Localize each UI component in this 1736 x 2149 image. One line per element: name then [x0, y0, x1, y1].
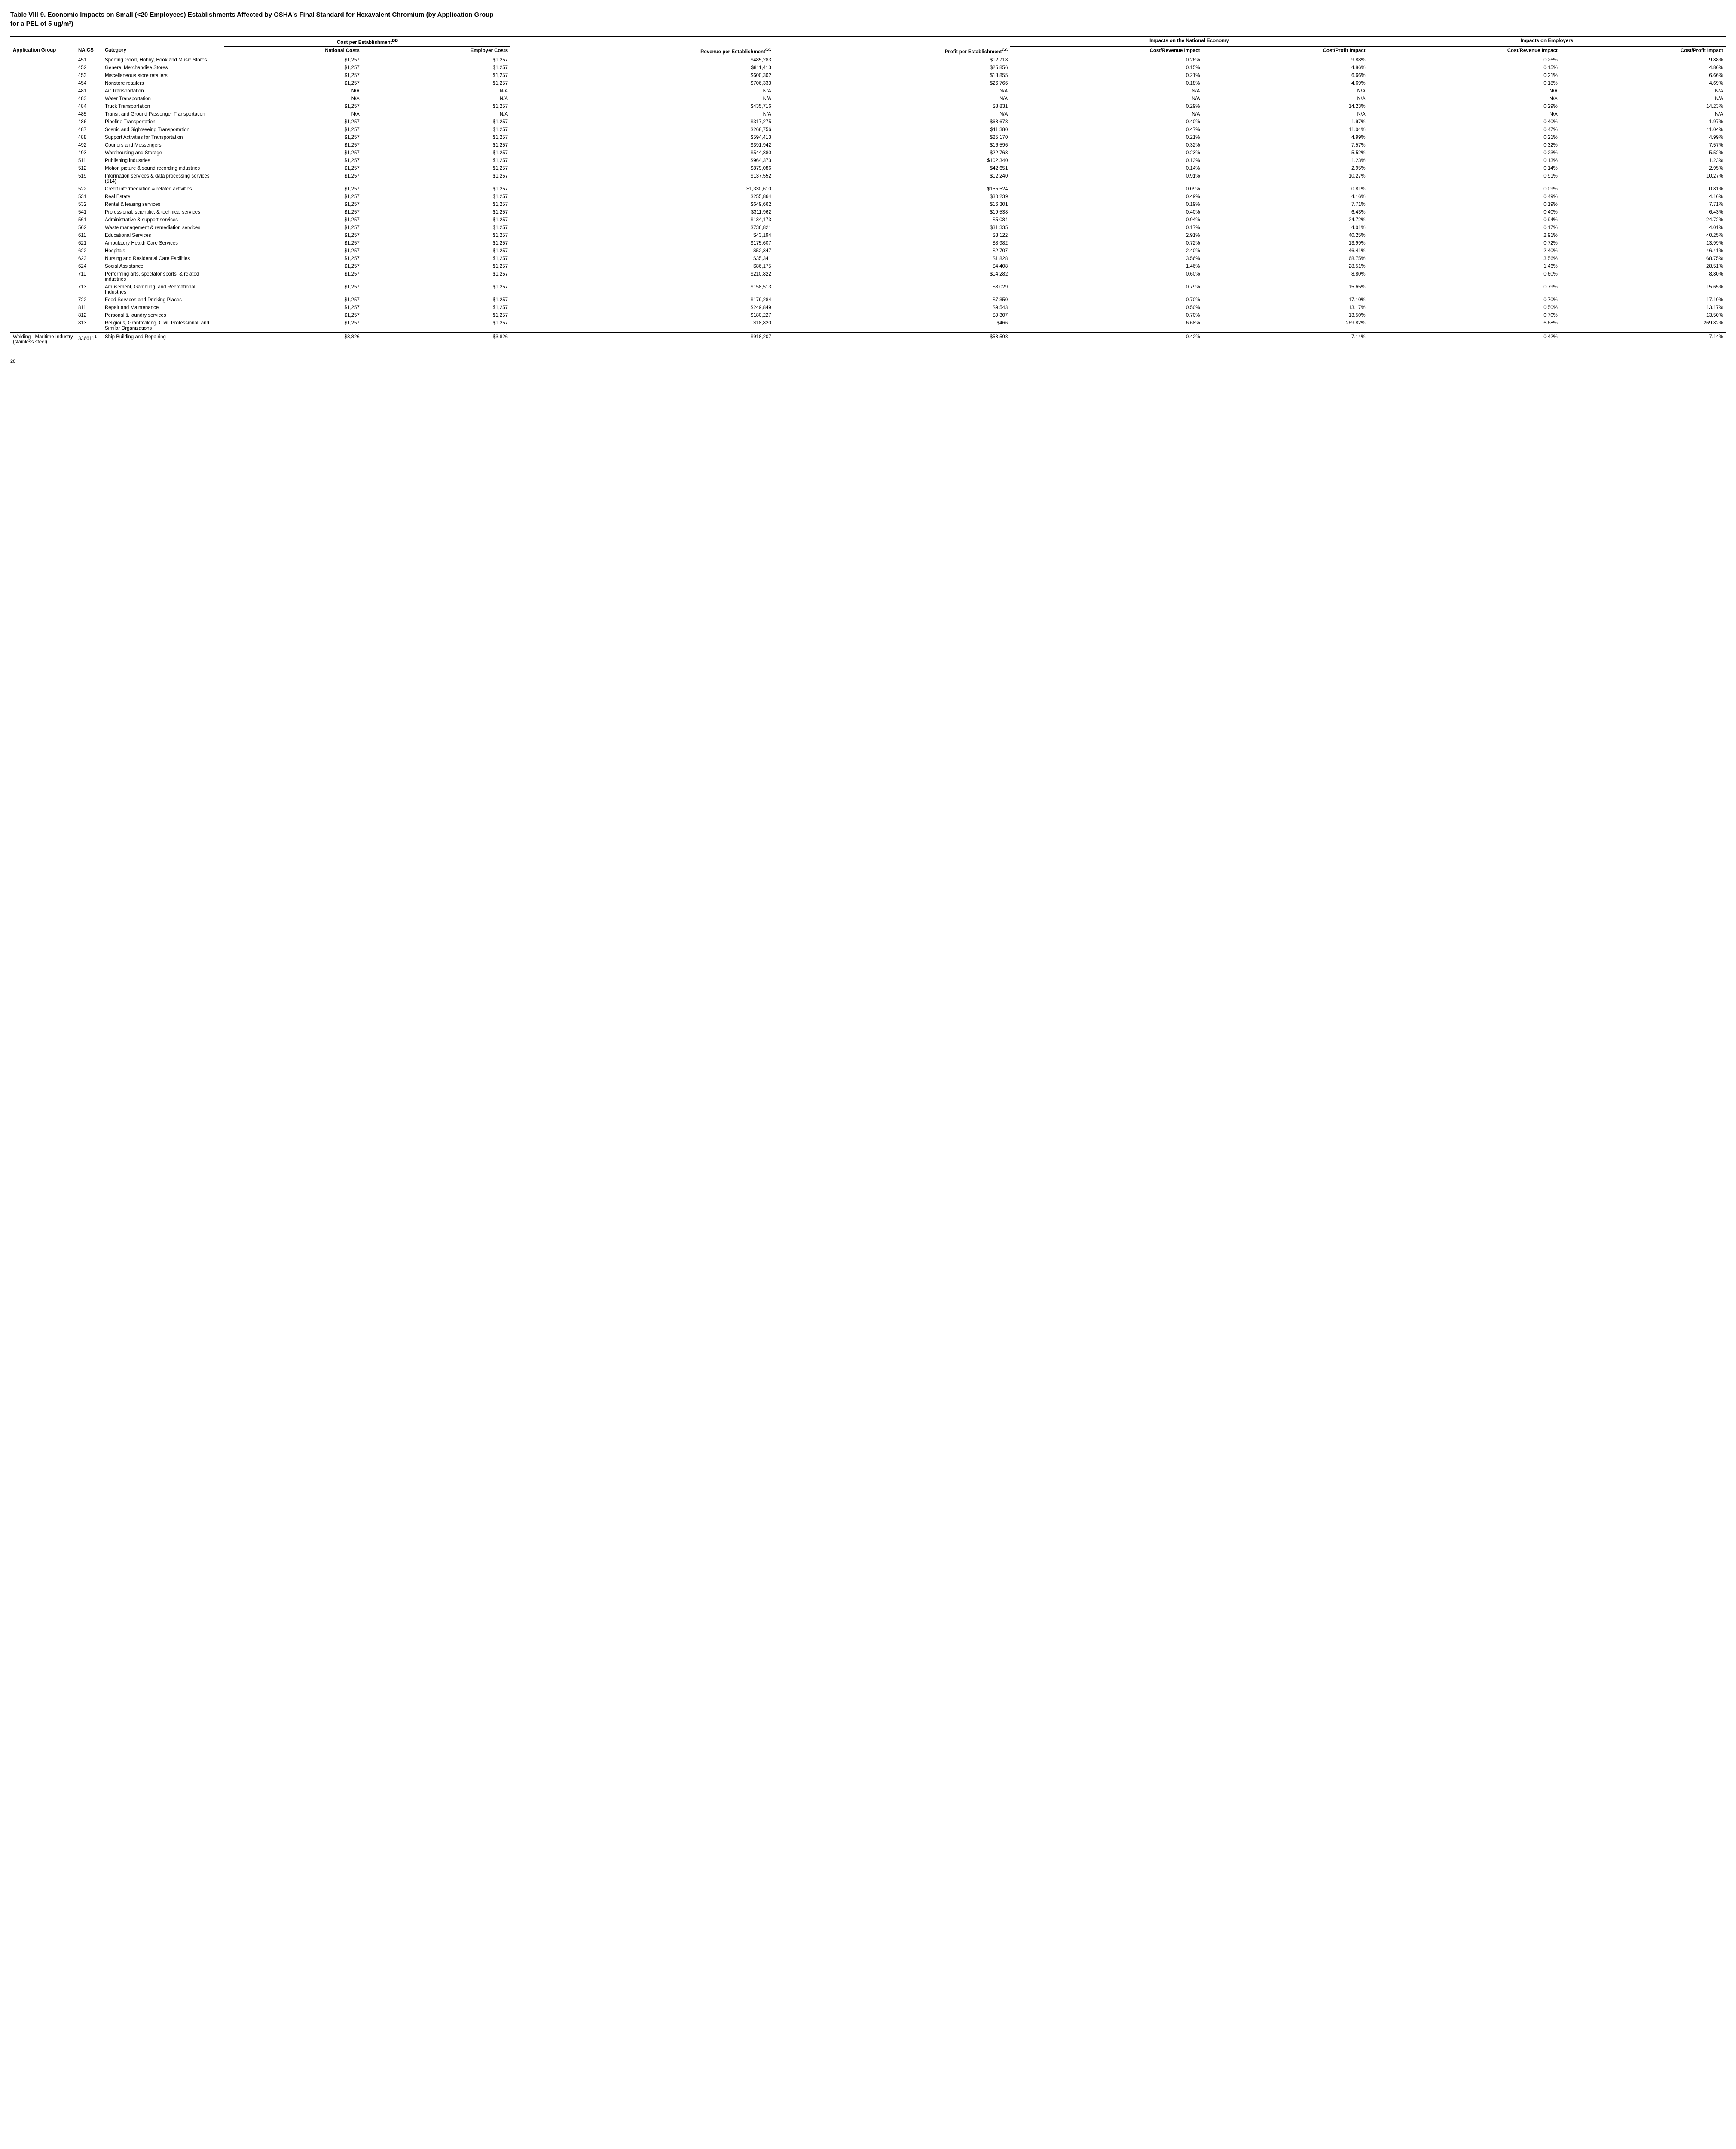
table-title: Table VIII-9. Economic Impacts on Small …: [10, 10, 1726, 28]
table-row: 541Professional, scientific, & technical…: [10, 208, 1726, 216]
header-impacts-employers: Impacts on Employers: [1368, 37, 1726, 46]
col-revenue-per-est: Revenue per EstablishmentCC: [510, 46, 774, 56]
table-row-subtotal: Welding - Maritime Industry (stainless s…: [10, 333, 1726, 346]
table-row: 483Water TransportationN/AN/AN/AN/AN/AN/…: [10, 95, 1726, 103]
table-row: 452General Merchandise Stores$1,257$1,25…: [10, 64, 1726, 72]
table-row: 532Rental & leasing services$1,257$1,257…: [10, 201, 1726, 208]
impacts-table: Cost per EstablishmentBB Impacts on the …: [10, 36, 1726, 346]
table-row: 519Information services & data processin…: [10, 172, 1726, 185]
table-row: 511Publishing industries$1,257$1,257$964…: [10, 157, 1726, 165]
header-impacts-national: Impacts on the National Economy: [1010, 37, 1368, 46]
table-row: 623Nursing and Residential Care Faciliti…: [10, 255, 1726, 263]
table-row: 454Nonstore retailers$1,257$1,257$706,33…: [10, 80, 1726, 87]
col-appgroup: Application Group: [10, 46, 76, 56]
table-row: 493Warehousing and Storage$1,257$1,257$5…: [10, 149, 1726, 157]
col-cost-profit-impact-e: Cost/Profit Impact: [1560, 46, 1726, 56]
page-number: 28: [10, 359, 1726, 364]
table-row: 711Performing arts, spectator sports, & …: [10, 270, 1726, 283]
header-cost-per-est: Cost per EstablishmentBB: [224, 37, 510, 46]
table-row: 484Truck Transportation$1,257$1,257$435,…: [10, 103, 1726, 110]
table-row: 621Ambulatory Health Care Services$1,257…: [10, 239, 1726, 247]
table-row: 492Couriers and Messengers$1,257$1,257$3…: [10, 141, 1726, 149]
table-row: 622Hospitals$1,257$1,257$52,347$2,7072.4…: [10, 247, 1726, 255]
col-category: Category: [102, 46, 224, 56]
col-cost-rev-impact-e: Cost/Revenue Impact: [1368, 46, 1560, 56]
table-row: 531Real Estate$1,257$1,257$255,864$30,23…: [10, 193, 1726, 201]
table-row: 813Religious, Grantmaking, Civil, Profes…: [10, 319, 1726, 333]
col-cost-profit-impact-n: Cost/Profit Impact: [1203, 46, 1368, 56]
col-naics: NAICS: [76, 46, 102, 56]
table-row: 522Credit intermediation & related activ…: [10, 185, 1726, 193]
table-row: 481Air TransportationN/AN/AN/AN/AN/AN/AN…: [10, 87, 1726, 95]
table-row: 485Transit and Ground Passenger Transpor…: [10, 110, 1726, 118]
table-row: 451Sporting Good, Hobby, Book and Music …: [10, 56, 1726, 64]
col-national-costs: National Costs: [224, 46, 362, 56]
table-row: 488Support Activities for Transportation…: [10, 134, 1726, 141]
table-row: 812Personal & laundry services$1,257$1,2…: [10, 312, 1726, 319]
table-row: 562Waste management & remediation servic…: [10, 224, 1726, 232]
table-row: 487Scenic and Sightseeing Transportation…: [10, 126, 1726, 134]
table-row: 624Social Assistance$1,257$1,257$86,175$…: [10, 263, 1726, 270]
table-row: 512Motion picture & sound recording indu…: [10, 165, 1726, 172]
table-row: 611Educational Services$1,257$1,257$43,1…: [10, 232, 1726, 239]
table-row: 811Repair and Maintenance$1,257$1,257$24…: [10, 304, 1726, 312]
table-row: 486Pipeline Transportation$1,257$1,257$3…: [10, 118, 1726, 126]
col-profit-per-est: Profit per EstablishmentCC: [774, 46, 1011, 56]
table-row: 722Food Services and Drinking Places$1,2…: [10, 296, 1726, 304]
table-row: 453Miscellaneous store retailers$1,257$1…: [10, 72, 1726, 80]
col-employer-costs: Employer Costs: [362, 46, 510, 56]
col-cost-rev-impact-n: Cost/Revenue Impact: [1010, 46, 1202, 56]
table-row: 713Amusement, Gambling, and Recreational…: [10, 283, 1726, 296]
table-row: 561Administrative & support services$1,2…: [10, 216, 1726, 224]
